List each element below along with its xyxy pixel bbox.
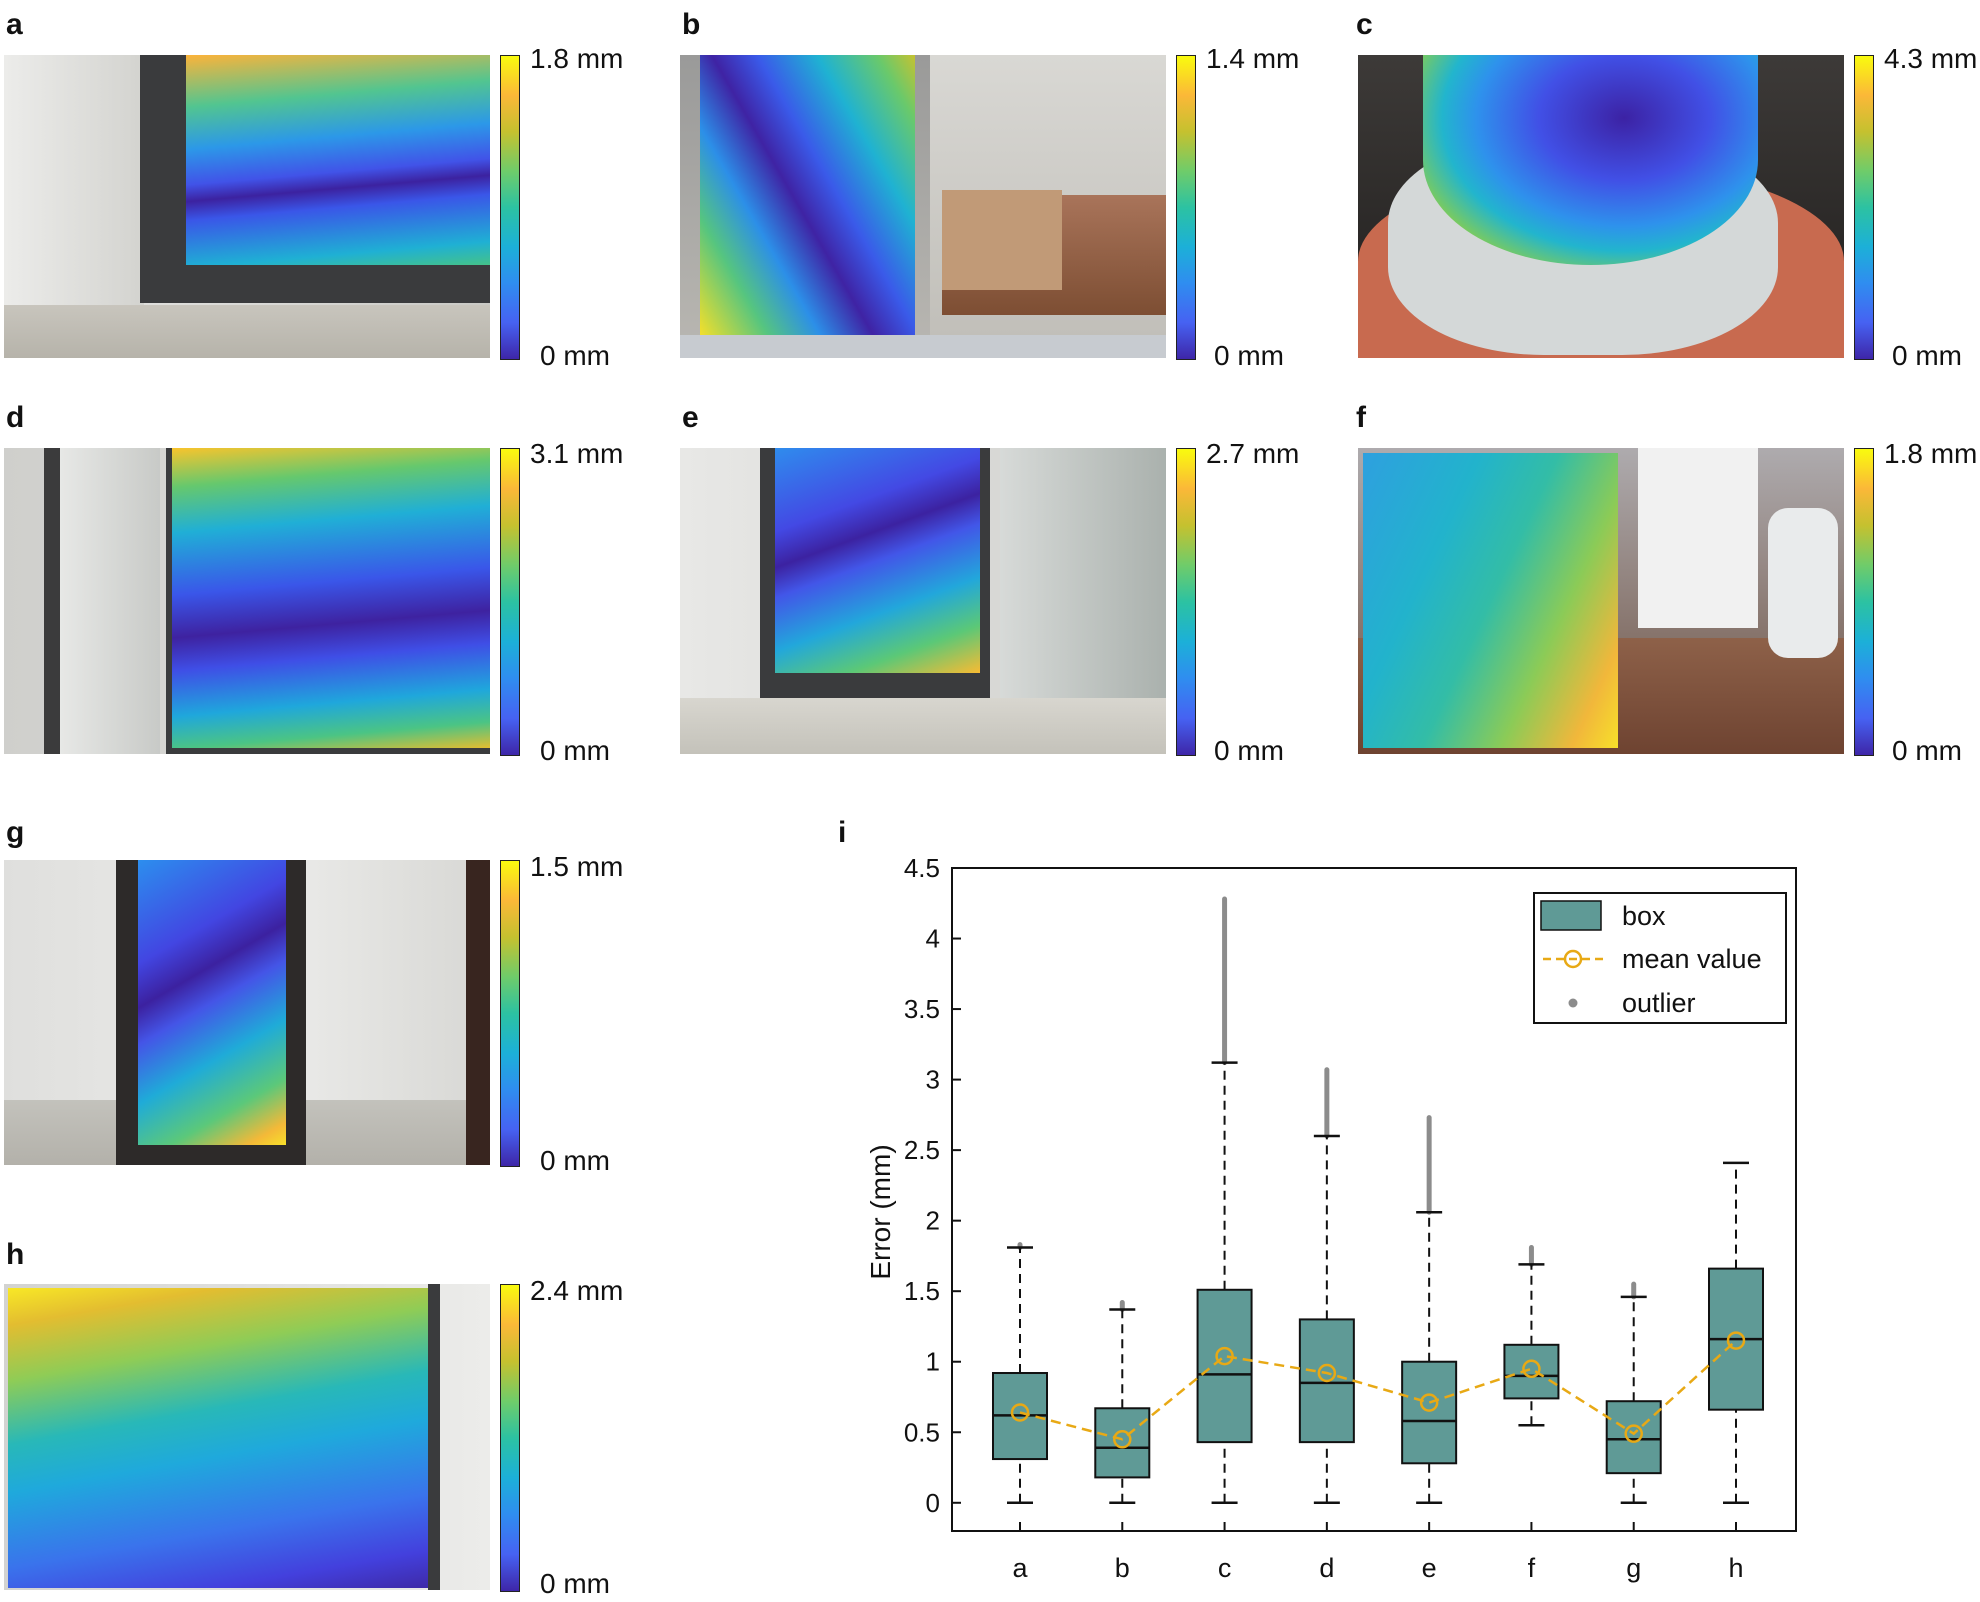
panel-label-h: h (6, 1238, 25, 1271)
colorbar-g (500, 860, 520, 1167)
photo-panel-f (1358, 448, 1844, 754)
error-map-f (1363, 453, 1618, 748)
legend-label-outlier: outlier (1622, 988, 1696, 1018)
colorbar-d (500, 448, 520, 756)
error-map-e (775, 448, 980, 673)
mean-marker-d (1317, 1363, 1337, 1383)
photo-panel-c (1358, 55, 1844, 358)
box-f (1503, 1343, 1560, 1400)
photo-panel-d (4, 448, 490, 754)
x-tick-label: e (1422, 1553, 1437, 1583)
colorbar-max-e: 2.7 mm (1206, 438, 1300, 469)
legend: box mean value outlier (1533, 892, 1787, 1024)
box-e (1401, 1360, 1458, 1465)
colorbar-min-g: 0 mm (540, 1145, 610, 1176)
photo-panel-g (4, 860, 490, 1165)
panel-label-f: f (1356, 401, 1366, 434)
box-c (1196, 1288, 1253, 1444)
panel-label-a: a (6, 8, 23, 41)
y-tick-label: 2.5 (904, 1135, 940, 1165)
y-tick-label: 1.5 (904, 1276, 940, 1306)
colorbar-min-e: 0 mm (1214, 735, 1284, 766)
y-tick-label: 3.5 (904, 994, 940, 1024)
legend-swatch-box (1540, 900, 1602, 931)
box-g (1605, 1400, 1662, 1475)
panel-label-e: e (682, 401, 699, 434)
colorbar-max-h: 2.4 mm (530, 1275, 624, 1306)
colorbar-a (500, 55, 520, 360)
mean-marker-g (1624, 1424, 1643, 1443)
photo-panel-a (4, 55, 490, 358)
legend-label-mean: mean value (1622, 944, 1762, 974)
x-tick-label: b (1115, 1553, 1130, 1583)
x-tick-label: d (1319, 1553, 1334, 1583)
error-map-g (138, 860, 286, 1145)
mean-marker-c (1215, 1346, 1234, 1366)
colorbar-b (1176, 55, 1196, 360)
colorbar-c (1854, 55, 1874, 360)
panel-label-c: c (1356, 8, 1373, 41)
colorbar-min-c: 0 mm (1892, 340, 1962, 371)
colorbar-max-b: 1.4 mm (1206, 43, 1300, 74)
colorbar-min-a: 0 mm (540, 340, 610, 371)
colorbar-max-d: 3.1 mm (530, 438, 624, 469)
colorbar-e (1176, 448, 1196, 756)
error-map-b (700, 55, 915, 335)
y-tick-label: 0.5 (904, 1417, 940, 1447)
panel-label-i: i (838, 816, 847, 849)
panel-label-b: b (682, 8, 701, 41)
colorbar-max-c: 4.3 mm (1884, 43, 1978, 74)
y-tick-label: 4 (926, 924, 940, 954)
error-map-a (186, 55, 490, 265)
photo-panel-b (680, 55, 1166, 358)
y-tick-label: 0 (926, 1488, 940, 1518)
legend-swatch-outlier (1568, 998, 1578, 1008)
mean-marker-e (1419, 1393, 1439, 1412)
panel-label-g: g (6, 816, 25, 849)
y-tick-label: 1 (926, 1347, 940, 1377)
colorbar-min-f: 0 mm (1892, 735, 1962, 766)
y-tick-label: 2 (926, 1206, 940, 1236)
colorbar-max-a: 1.8 mm (530, 43, 624, 74)
mean-marker-a (1010, 1403, 1030, 1422)
mean-marker-f (1522, 1359, 1541, 1379)
y-axis-label: Error (mm) (865, 1144, 896, 1279)
colorbar-max-f: 1.8 mm (1884, 438, 1978, 469)
y-tick-label: 4.5 (904, 853, 940, 883)
mean-marker-h (1726, 1331, 1746, 1350)
legend-swatch-mean-marker (1563, 949, 1583, 969)
panel-label-d: d (6, 401, 25, 434)
x-tick-label: c (1218, 1553, 1232, 1583)
colorbar-h (500, 1284, 520, 1592)
colorbar-min-h: 0 mm (540, 1568, 610, 1599)
legend-label-box: box (1622, 901, 1666, 931)
plot-area-frame (951, 867, 1797, 1532)
colorbar-min-d: 0 mm (540, 735, 610, 766)
colorbar-min-b: 0 mm (1214, 340, 1284, 371)
colorbar-max-g: 1.5 mm (530, 851, 624, 882)
x-tick-label: g (1626, 1553, 1641, 1583)
error-map-h (8, 1288, 428, 1588)
mean-marker-b (1113, 1430, 1132, 1449)
box-b (1094, 1407, 1151, 1479)
error-map-c (1423, 55, 1758, 265)
mean-value-line (1019, 1339, 1737, 1441)
colorbar-f (1854, 448, 1874, 756)
error-map-d (172, 448, 490, 748)
x-tick-label: a (1012, 1553, 1028, 1583)
photo-panel-h (4, 1284, 490, 1590)
x-tick-label: f (1528, 1553, 1536, 1583)
y-tick-label: 3 (926, 1065, 940, 1095)
photo-panel-e (680, 448, 1166, 754)
x-tick-label: h (1728, 1553, 1743, 1583)
